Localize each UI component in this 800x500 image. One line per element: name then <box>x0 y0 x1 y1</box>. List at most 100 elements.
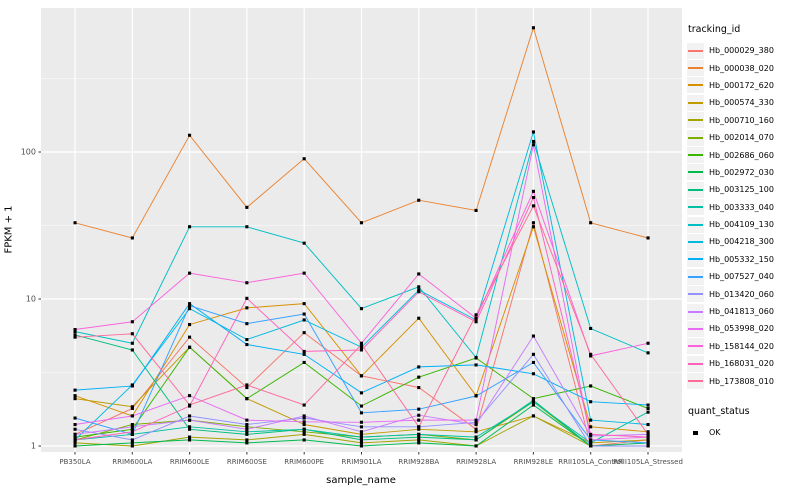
legend-key-swatch <box>687 268 704 285</box>
data-point <box>646 351 650 355</box>
data-point <box>130 348 134 352</box>
legend-key-swatch <box>687 147 704 164</box>
x-tick-label: RRII105LA_Stressed <box>613 458 683 466</box>
data-point <box>188 302 192 306</box>
data-point <box>359 435 363 439</box>
data-point <box>359 432 363 436</box>
data-point <box>130 425 134 429</box>
data-point <box>130 423 134 427</box>
legend-item-label: Hb_005332_150 <box>709 254 774 264</box>
data-point <box>130 427 134 431</box>
data-point <box>589 432 593 436</box>
data-point <box>245 432 249 436</box>
data-point <box>359 221 363 225</box>
data-point <box>646 236 650 240</box>
data-point <box>130 444 134 448</box>
data-point <box>188 345 192 349</box>
data-point <box>646 435 650 439</box>
data-point <box>73 333 77 337</box>
data-point <box>531 398 535 402</box>
x-tick-label: RRII105LA_Control <box>558 458 623 466</box>
data-point <box>302 430 306 434</box>
legend-item-label: Hb_002686_060 <box>709 150 774 160</box>
legend-item-label: OK <box>709 428 721 437</box>
data-point <box>589 326 593 330</box>
data-point <box>130 432 134 436</box>
data-point <box>589 441 593 445</box>
data-point <box>417 432 421 436</box>
data-point <box>188 403 192 407</box>
quant-status-legend: quant_status OK <box>687 406 799 441</box>
data-point <box>73 441 77 445</box>
data-point <box>245 322 249 326</box>
x-tick-label: PB350LA <box>59 458 90 466</box>
data-point <box>531 400 535 404</box>
ok-square-icon <box>687 425 704 441</box>
data-point <box>245 343 249 347</box>
legend-key-swatch <box>687 77 704 94</box>
data-point <box>359 348 363 352</box>
data-point <box>73 335 77 339</box>
data-point <box>302 427 306 431</box>
legend-item: Hb_003333_040 <box>687 199 799 216</box>
data-point <box>646 410 650 414</box>
data-point <box>417 365 421 369</box>
data-point <box>245 225 249 229</box>
data-point <box>589 352 593 356</box>
data-point <box>188 304 192 308</box>
data-point <box>359 307 363 311</box>
data-point <box>589 418 593 422</box>
data-point <box>245 306 249 310</box>
data-point <box>73 427 77 431</box>
legend-item: Hb_041813_060 <box>687 303 799 320</box>
data-point <box>417 413 421 417</box>
legend-item: Hb_004109_130 <box>687 216 799 233</box>
data-point <box>245 423 249 427</box>
legend-item: Hb_002972_030 <box>687 164 799 181</box>
data-point <box>245 281 249 285</box>
x-tick-label: RRIM928LA <box>456 458 496 466</box>
data-point <box>589 434 593 438</box>
data-point <box>245 338 249 342</box>
legend-item-label: Hb_003125_100 <box>709 185 774 195</box>
x-tick-label: RRIM600PE <box>284 458 324 466</box>
legend-item-label: Hb_004109_130 <box>709 220 774 230</box>
y-tick-label: 100 <box>21 148 36 157</box>
data-point <box>646 423 650 427</box>
legend-item-label: Hb_002972_030 <box>709 167 774 177</box>
data-point <box>73 435 77 439</box>
data-point <box>302 352 306 356</box>
x-axis-title: sample_name <box>326 475 396 486</box>
data-point <box>531 403 535 407</box>
data-point <box>73 397 77 401</box>
data-point <box>130 332 134 336</box>
data-point <box>130 236 134 240</box>
data-point <box>531 26 535 30</box>
y-axis-title: FPKM + 1 <box>3 205 15 254</box>
data-point <box>474 363 478 367</box>
data-point <box>73 221 77 225</box>
legend-key-swatch <box>687 303 704 320</box>
data-point <box>245 438 249 442</box>
data-point <box>417 427 421 431</box>
data-point <box>302 420 306 424</box>
legend-key-swatch <box>687 60 704 77</box>
data-point <box>589 438 593 442</box>
data-point <box>188 425 192 429</box>
data-point <box>359 438 363 442</box>
legend-title-tracking-id: tracking_id <box>688 24 741 35</box>
legend-item-label: Hb_053998_020 <box>709 324 774 334</box>
data-point <box>474 423 478 427</box>
legend-item: Hb_053998_020 <box>687 320 799 337</box>
legend: tracking_id Hb_000029_380 Hb_000038_020 Hb… <box>687 24 799 441</box>
data-point <box>245 397 249 401</box>
data-point <box>188 307 192 311</box>
legend-item-label: Hb_158144_020 <box>709 341 774 351</box>
x-tick-label: RRIM600LE <box>170 458 210 466</box>
legend-key-swatch <box>687 216 704 233</box>
legend-item-label: Hb_168031_020 <box>709 359 774 369</box>
data-point <box>188 323 192 327</box>
data-point <box>417 198 421 202</box>
data-point <box>245 205 249 209</box>
data-point <box>359 441 363 445</box>
